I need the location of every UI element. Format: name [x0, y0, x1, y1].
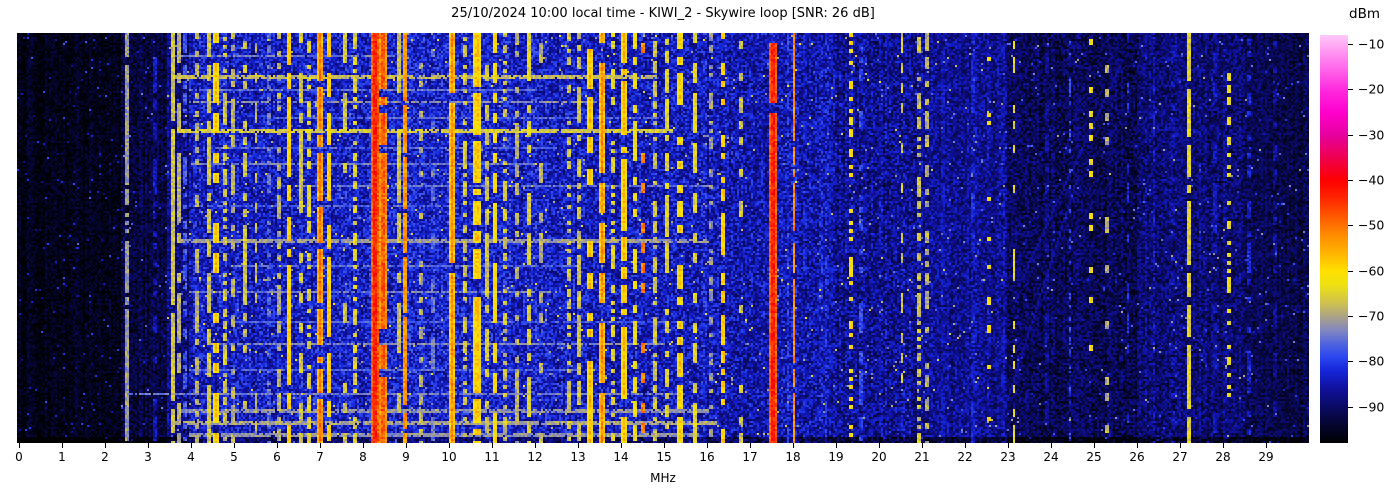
x-tick-mark — [1051, 443, 1052, 448]
x-tick-label: 8 — [359, 450, 367, 464]
x-tick-label: 28 — [1215, 450, 1231, 464]
x-tick-label: 3 — [144, 450, 152, 464]
colorbar-tick-mark — [1348, 89, 1353, 91]
colorbar-tick-label: −10 — [1358, 36, 1385, 52]
colorbar-tick-mark — [1348, 225, 1353, 227]
colorbar-tick-mark — [1348, 406, 1353, 408]
x-tick-mark — [19, 443, 20, 448]
x-tick-mark — [1223, 443, 1224, 448]
x-tick-mark — [148, 443, 149, 448]
x-tick-label: 0 — [15, 450, 23, 464]
x-tick-mark — [535, 443, 536, 448]
x-tick-mark — [320, 443, 321, 448]
colorbar-tick-mark — [1348, 361, 1353, 363]
colorbar-tick-label: −80 — [1358, 353, 1385, 369]
x-axis-label: MHz — [650, 471, 676, 485]
x-tick-label: 12 — [527, 450, 543, 464]
colorbar-tick-label: −60 — [1358, 263, 1385, 279]
colorbar-tick-mark — [1348, 180, 1353, 182]
colorbar-tick-mark — [1348, 270, 1353, 272]
x-tick-label: 29 — [1258, 450, 1274, 464]
x-tick-mark — [879, 443, 880, 448]
x-tick-mark — [1137, 443, 1138, 448]
x-tick-mark — [191, 443, 192, 448]
colorbar — [1320, 35, 1348, 443]
colorbar-tick-label: −50 — [1358, 217, 1385, 233]
x-tick-label: 17 — [742, 450, 758, 464]
x-tick-mark — [621, 443, 622, 448]
x-tick-label: 20 — [871, 450, 887, 464]
x-tick-label: 19 — [828, 450, 844, 464]
x-tick-label: 24 — [1043, 450, 1059, 464]
x-tick-label: 25 — [1086, 450, 1102, 464]
x-tick-mark — [234, 443, 235, 448]
x-tick-mark — [578, 443, 579, 448]
x-tick-mark — [1094, 443, 1095, 448]
x-tick-label: 21 — [914, 450, 930, 464]
x-tick-mark — [1008, 443, 1009, 448]
x-tick-mark — [922, 443, 923, 448]
x-tick-mark — [62, 443, 63, 448]
colorbar-tick-label: −70 — [1358, 308, 1385, 324]
colorbar-tick-mark — [1348, 44, 1353, 46]
x-tick-label: 18 — [785, 450, 801, 464]
x-tick-label: 27 — [1172, 450, 1188, 464]
x-tick-mark — [105, 443, 106, 448]
x-tick-label: 10 — [441, 450, 457, 464]
x-tick-mark — [707, 443, 708, 448]
x-tick-label: 13 — [570, 450, 586, 464]
x-tick-mark — [750, 443, 751, 448]
x-tick-label: 6 — [273, 450, 281, 464]
x-tick-mark — [1180, 443, 1181, 448]
colorbar-tick-mark — [1348, 134, 1353, 136]
x-tick-label: 22 — [957, 450, 973, 464]
x-tick-label: 9 — [402, 450, 410, 464]
colorbar-tick-mark — [1348, 316, 1353, 318]
x-tick-label: 1 — [58, 450, 66, 464]
x-tick-mark — [492, 443, 493, 448]
x-tick-label: 16 — [699, 450, 715, 464]
x-tick-mark — [363, 443, 364, 448]
x-tick-mark — [449, 443, 450, 448]
x-tick-mark — [793, 443, 794, 448]
colorbar-tick-label: −20 — [1358, 81, 1385, 97]
x-tick-label: 23 — [1000, 450, 1016, 464]
x-tick-label: 4 — [187, 450, 195, 464]
x-tick-label: 26 — [1129, 450, 1145, 464]
colorbar-tick-label: −40 — [1358, 172, 1385, 188]
x-tick-mark — [965, 443, 966, 448]
x-tick-mark — [836, 443, 837, 448]
x-tick-label: 2 — [101, 450, 109, 464]
x-tick-mark — [277, 443, 278, 448]
x-tick-label: 7 — [316, 450, 324, 464]
colorbar-unit-label: dBm — [1349, 6, 1380, 22]
x-tick-label: 5 — [230, 450, 238, 464]
colorbar-tick-label: −90 — [1358, 399, 1385, 415]
chart-title: 25/10/2024 10:00 local time - KIWI_2 - S… — [451, 6, 875, 21]
x-tick-label: 14 — [613, 450, 629, 464]
x-tick-mark — [406, 443, 407, 448]
x-tick-label: 11 — [484, 450, 500, 464]
colorbar-tick-label: −30 — [1358, 127, 1385, 143]
waterfall-heatmap — [17, 33, 1309, 443]
x-tick-mark — [1266, 443, 1267, 448]
x-tick-label: 15 — [656, 450, 672, 464]
x-tick-mark — [664, 443, 665, 448]
